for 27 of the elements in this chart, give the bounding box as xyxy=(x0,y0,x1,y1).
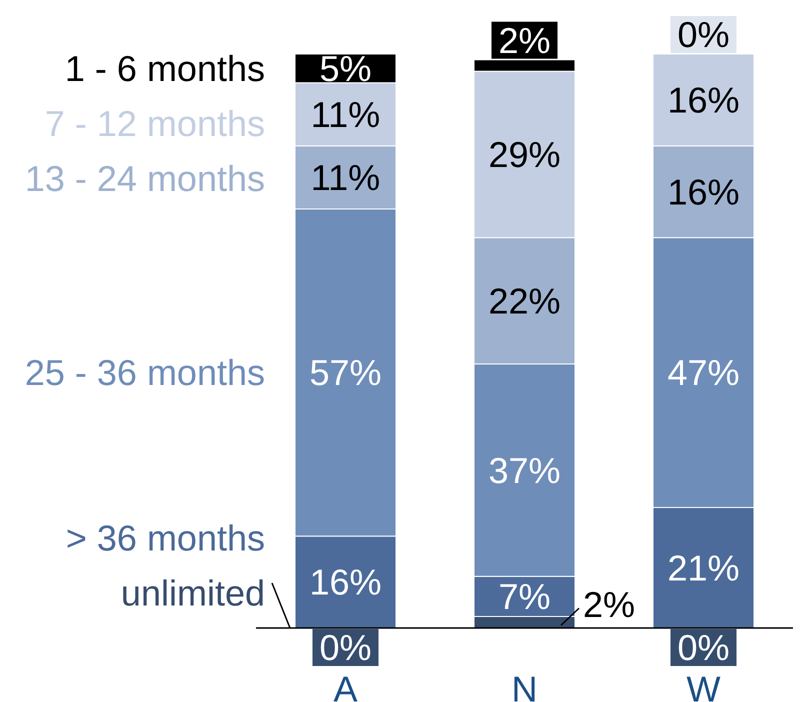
series-label: 7 - 12 months xyxy=(44,102,265,144)
data-label: 29% xyxy=(488,134,561,176)
series-label: unlimited xyxy=(120,572,265,614)
x-tick-label: A xyxy=(333,668,358,702)
data-label: 0% xyxy=(319,627,372,668)
data-label: 0% xyxy=(677,14,730,56)
x-tick-label: W xyxy=(686,668,721,702)
x-tick-label: N xyxy=(512,668,538,702)
data-label: 2% xyxy=(498,20,551,61)
data-label: 47% xyxy=(667,352,740,394)
series-label: 1 - 6 months xyxy=(64,48,265,89)
data-label: 11% xyxy=(310,157,380,198)
data-label: 16% xyxy=(309,562,382,603)
data-label: 16% xyxy=(667,171,740,212)
series-label: > 36 months xyxy=(66,518,265,559)
data-label: 57% xyxy=(309,352,382,394)
data-label: 11% xyxy=(310,94,380,135)
data-label: 37% xyxy=(488,450,561,491)
data-label: 7% xyxy=(498,576,551,618)
data-label: 22% xyxy=(488,280,561,322)
data-label: 21% xyxy=(667,547,740,588)
series-label: 25 - 36 months xyxy=(24,352,265,394)
data-label: 16% xyxy=(667,80,740,121)
series-label: 13 - 24 months xyxy=(24,158,265,199)
data-label: 2% xyxy=(583,584,636,625)
data-label: 0% xyxy=(677,627,730,668)
data-label: 5% xyxy=(319,48,372,89)
